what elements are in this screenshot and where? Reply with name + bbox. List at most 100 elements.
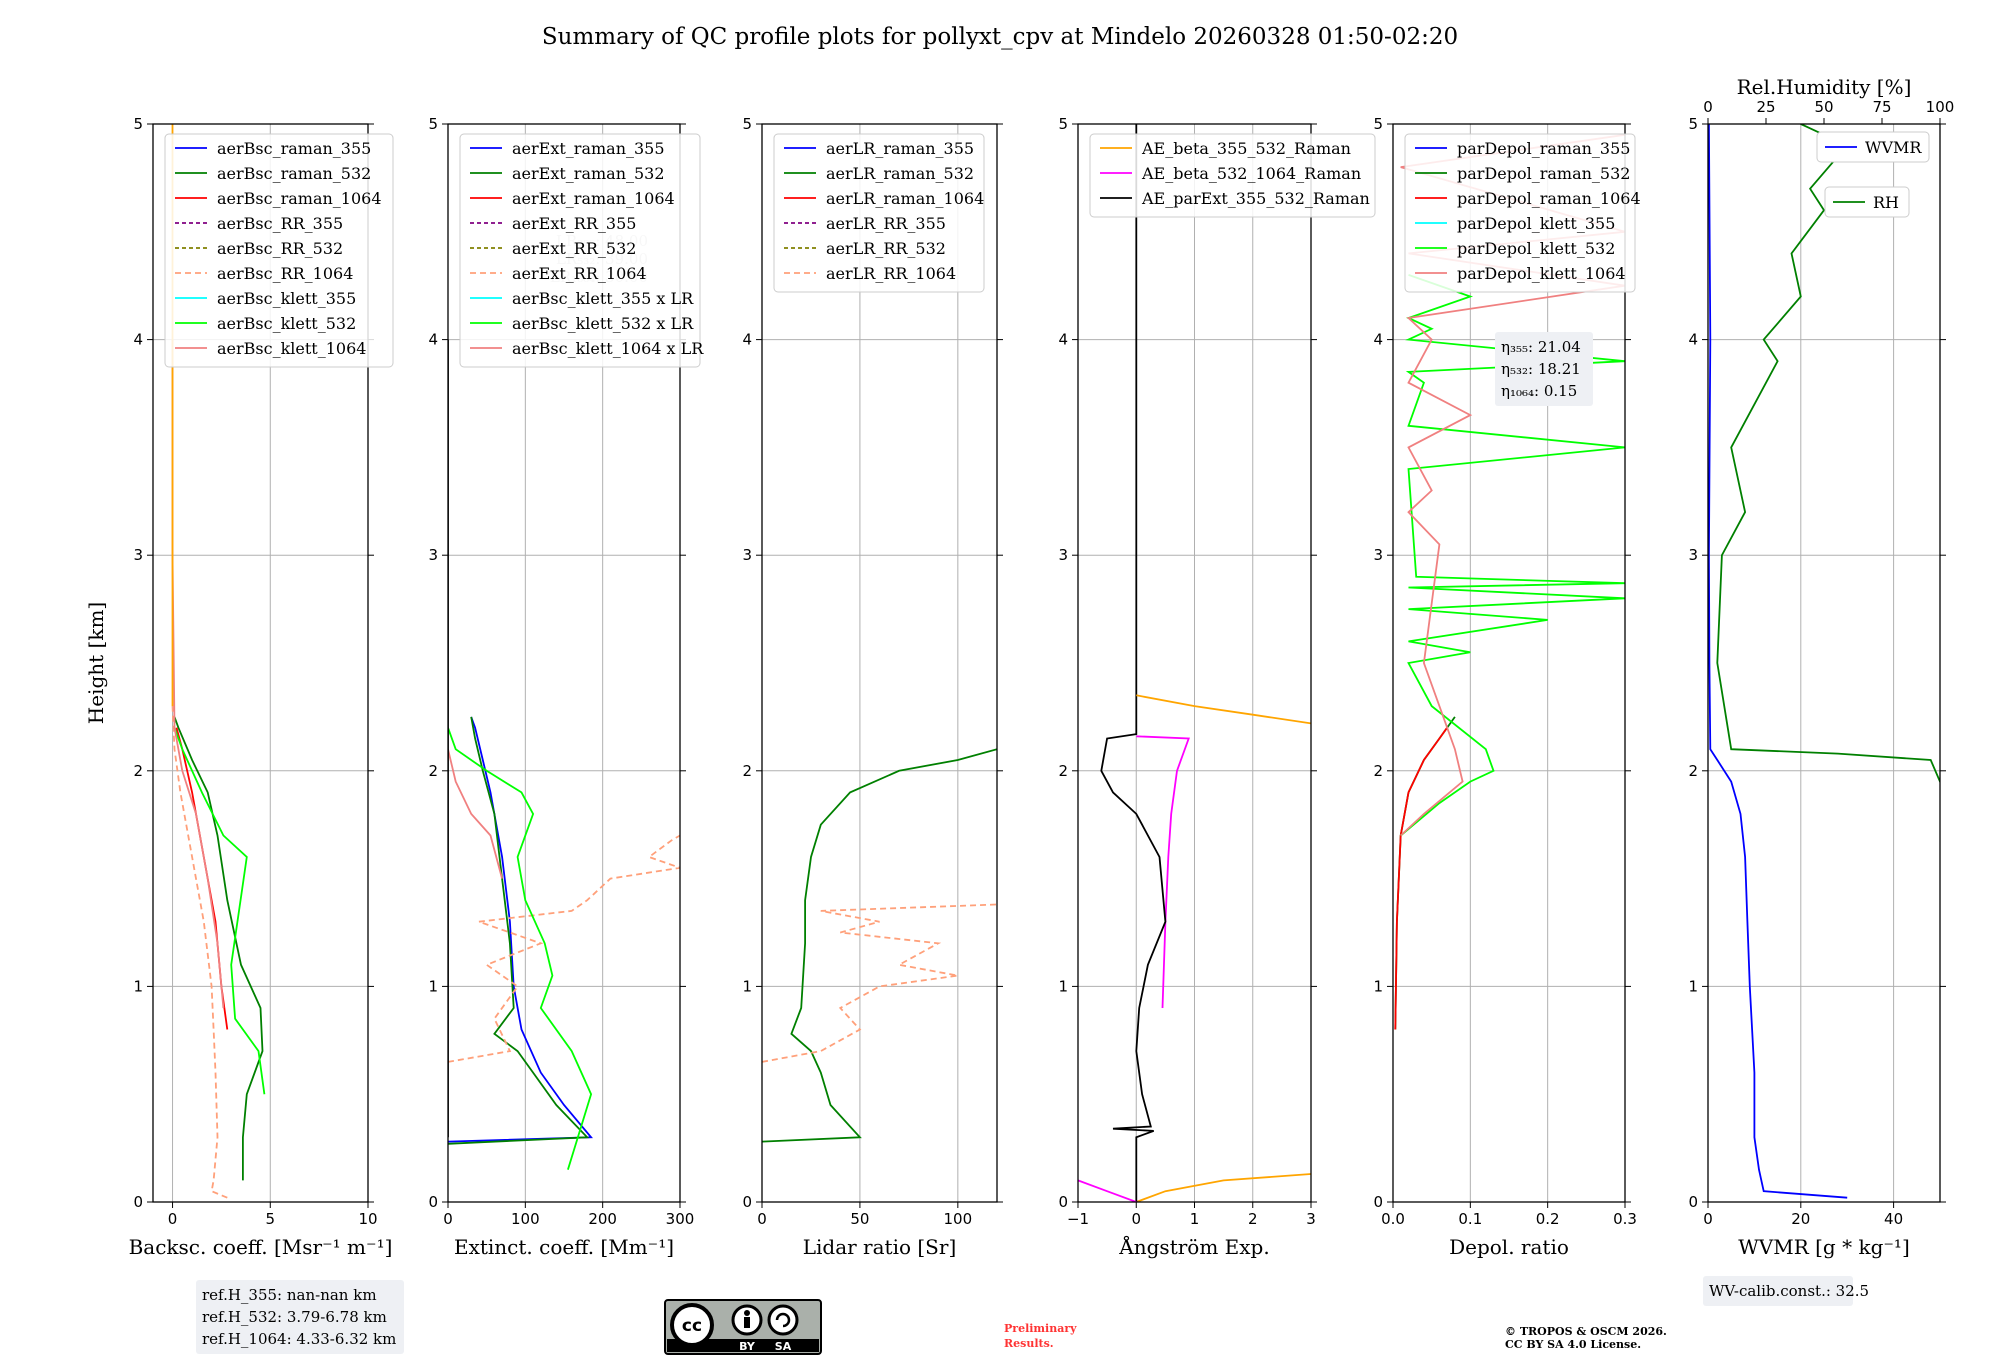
- legend-box: [459, 133, 701, 368]
- info-box: WV-calib.const.: 32.5: [1703, 1276, 1869, 1306]
- preliminary-line-2: Results.: [1004, 1337, 1054, 1350]
- legend: aerLR_raman_355 aerLR_raman_532 aerLR_rama…: [773, 133, 985, 293]
- x2-tick-label-2: 50: [1814, 98, 1833, 116]
- x2-tick-label-4: 100: [1926, 98, 1955, 116]
- series-AE_beta_355_532_Raman: [1135, 1173, 1311, 1202]
- axes-frame: [447, 123, 681, 1203]
- legend: AE_beta_355_532_Raman AE_beta_532_1064_Ra…: [1089, 133, 1376, 218]
- legend-label-aerBsc_RR_355: aerBsc_RR_355: [217, 214, 343, 233]
- legend: aerBsc_raman_355 aerBsc_raman_532 aerBsc_r…: [164, 133, 394, 368]
- legend-label-aerBsc_raman_532: aerBsc_raman_532: [217, 164, 371, 183]
- legend-label-aerExt_raman_355: aerExt_raman_355: [512, 139, 665, 158]
- x-tick-label-3: 300: [666, 1210, 695, 1228]
- legend-label-parDepol_klett_1064: parDepol_klett_1064: [1457, 264, 1626, 283]
- legend-label-aerExt_raman_532: aerExt_raman_532: [512, 164, 665, 183]
- y-tick-label-3: 3: [1058, 546, 1068, 564]
- y-tick-label-0: 0: [742, 1193, 752, 1211]
- legend-box: [1404, 133, 1636, 293]
- x-tick-label-2: 200: [588, 1210, 617, 1228]
- copyright-line-2: CC BY SA 4.0 License.: [1505, 1338, 1641, 1351]
- x-tick-label-0: −1: [1067, 1210, 1089, 1228]
- x-tick-label-1: 0.1: [1458, 1210, 1482, 1228]
- x-tick-label-3: 0.3: [1613, 1210, 1637, 1228]
- legend-label-aerBsc_RR_1064: aerBsc_RR_1064: [217, 264, 353, 283]
- series-orange_upper: [1136, 694, 1311, 725]
- x2-tick-label-0: 0: [1703, 98, 1713, 116]
- x-tick-label-2: 100: [944, 1210, 973, 1228]
- x-tick-label-2: 0.2: [1536, 1210, 1560, 1228]
- y-tick-label-4: 4: [428, 331, 438, 349]
- y-tick-label-5: 5: [133, 115, 143, 133]
- legend-label-RH: RH: [1873, 193, 1899, 212]
- x-tick-label-0: 0: [443, 1210, 453, 1228]
- legend-label-aerLR_raman_1064: aerLR_raman_1064: [826, 189, 984, 208]
- y-tick-label-3: 3: [133, 546, 143, 564]
- y-tick-label-5: 5: [1688, 115, 1698, 133]
- cc-license-badge: cc BY SA: [664, 1299, 822, 1355]
- legend-label-aerLR_raman_532: aerLR_raman_532: [826, 164, 974, 183]
- series-aerBsc_raman_532: [173, 716, 264, 1181]
- legend-label-aerExt_raman_1064: aerExt_raman_1064: [512, 189, 675, 208]
- x-tick-label-1: 0: [1131, 1210, 1141, 1228]
- panel-6: 0 20 40 0 1 2 3 4 5 WVMR [g * kg⁻¹] 0 25 50 75 100 Rel.…: [1688, 75, 1955, 1306]
- cc-icon: [670, 1303, 714, 1347]
- series-aerBsc_klett_532 x LR: [448, 727, 593, 1170]
- legend-label-aerLR_RR_532: aerLR_RR_532: [826, 239, 946, 258]
- cc-sa-label: SA: [775, 1340, 792, 1353]
- x-axis-label: Ångström Exp.: [1118, 1234, 1269, 1259]
- x-tick-label-4: 3: [1306, 1210, 1316, 1228]
- legend-WVMR: WVMR: [1816, 131, 1930, 163]
- y-tick-label-2: 2: [742, 762, 752, 780]
- legend-RH: RH: [1824, 186, 1910, 218]
- y-tick-label-3: 3: [742, 546, 752, 564]
- panel-3: 0 50 100 0 1 2 3 4 5 Lidar ratio [Sr] aerLR_raman_…: [742, 115, 1003, 1259]
- legend: aerExt_raman_355 aerExt_raman_532 aerExt_r…: [459, 133, 704, 368]
- y-tick-label-2: 2: [133, 762, 143, 780]
- legend-label-aerBsc_klett_532 x LR: aerBsc_klett_532 x LR: [512, 314, 694, 333]
- legend-label-aerBsc_raman_355: aerBsc_raman_355: [217, 139, 371, 158]
- y-tick-label-1: 1: [1688, 977, 1698, 995]
- y-tick-label-2: 2: [1688, 762, 1698, 780]
- y-tick-label-1: 1: [428, 977, 438, 995]
- x2-tick-label-1: 25: [1756, 98, 1775, 116]
- y-tick-label-5: 5: [428, 115, 438, 133]
- x-axis-label: Extinct. coeff. [Mm⁻¹]: [454, 1235, 674, 1259]
- y-tick-label-1: 1: [1058, 977, 1068, 995]
- series-aerLR_raman_532: [762, 748, 997, 1143]
- legend-label-aerBsc_RR_532: aerBsc_RR_532: [217, 239, 343, 258]
- series-aerLR_RR_1064: [762, 903, 997, 1063]
- x-tick-label-1: 5: [265, 1210, 275, 1228]
- series-parDepol_raman_532: [1394, 716, 1456, 1030]
- y-tick-label-4: 4: [1058, 331, 1068, 349]
- y-tick-label-5: 5: [1058, 115, 1068, 133]
- legend-box: [1089, 133, 1376, 218]
- series-group: [1078, 124, 1311, 1202]
- y-tick-label-3: 3: [1373, 546, 1383, 564]
- y-tick-label-0: 0: [1688, 1193, 1698, 1211]
- series-aerBsc_raman_1064: [175, 727, 229, 1030]
- legend-box: [1824, 186, 1910, 218]
- legend-label-aerBsc_klett_532: aerBsc_klett_532: [217, 314, 356, 333]
- y-tick-label-0: 0: [133, 1193, 143, 1211]
- y-tick-label-0: 0: [1058, 1193, 1068, 1211]
- x-tick-label-1: 50: [850, 1210, 869, 1228]
- legend: parDepol_raman_355 parDepol_raman_532 parD…: [1404, 133, 1641, 293]
- series-aerBsc_klett_532: [173, 727, 266, 1095]
- legend-label-aerBsc_klett_355 x LR: aerBsc_klett_355 x LR: [512, 289, 694, 308]
- info-line-1: ref.H_532: 3.79-6.78 km: [202, 1308, 387, 1326]
- info-box-bg: [1703, 1276, 1853, 1306]
- x-axis-label: Depol. ratio: [1449, 1235, 1569, 1259]
- x-axis-label: Lidar ratio [Sr]: [803, 1235, 957, 1259]
- x-tick-label-2: 10: [358, 1210, 377, 1228]
- series-aerExt_RR_1064: [448, 834, 680, 1063]
- legend-label-aerExt_RR_355: aerExt_RR_355: [512, 214, 636, 233]
- y-tick-label-4: 4: [1688, 331, 1698, 349]
- info-line-0: η₃₅₅: 21.04: [1501, 338, 1581, 356]
- y-tick-label-2: 2: [428, 762, 438, 780]
- panel-1: 0 5 10 0 1 2 3 4 5 Backsc. coeff. [Msr⁻¹ m⁻¹] Heig…: [84, 115, 404, 1354]
- series-group: [448, 339, 680, 1170]
- y-tick-label-0: 0: [428, 1193, 438, 1211]
- cc-by-label: BY: [739, 1340, 756, 1353]
